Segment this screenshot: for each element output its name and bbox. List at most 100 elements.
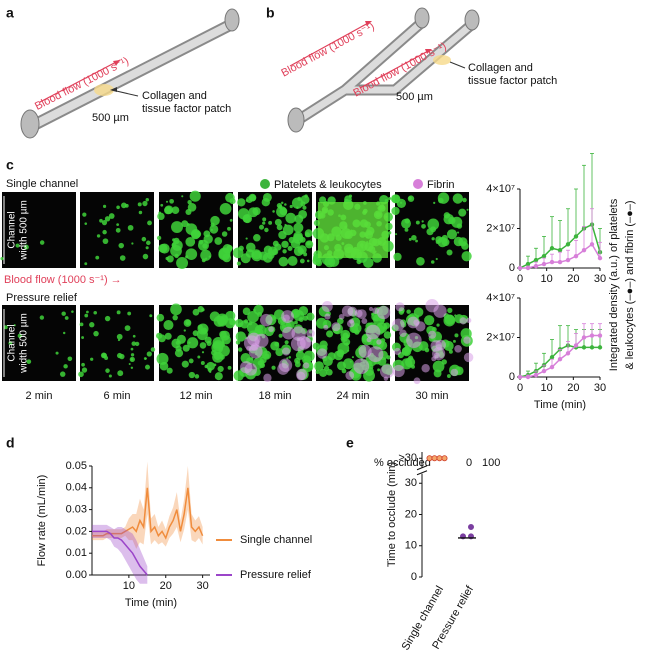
image-texture [188, 371, 196, 379]
image-texture [0, 257, 4, 261]
image-texture [395, 233, 398, 236]
y-tick-label: 0.01 [66, 547, 87, 559]
image-texture [458, 208, 467, 217]
image-texture [187, 202, 197, 212]
image-texture [293, 222, 304, 233]
image-texture [156, 332, 163, 339]
image-texture [281, 240, 289, 249]
image-texture [242, 214, 251, 223]
point [426, 455, 433, 462]
image-texture [217, 365, 224, 373]
x-tick-label: 20 [160, 580, 172, 592]
image-texture [245, 249, 255, 258]
image-texture [285, 212, 297, 224]
image-texture [197, 355, 201, 359]
image-texture [294, 361, 301, 368]
image-texture [388, 197, 392, 201]
marker [517, 265, 523, 271]
image-texture [242, 307, 251, 316]
image-texture [246, 346, 252, 351]
marker [573, 343, 579, 348]
image-texture [194, 374, 200, 379]
marker [557, 259, 563, 265]
image-texture [127, 224, 134, 231]
image-texture [203, 234, 213, 244]
image-texture [353, 358, 370, 375]
image-texture [206, 361, 215, 371]
x-tick-label: 20 [567, 273, 579, 285]
image-texture [201, 258, 206, 263]
marker [533, 263, 539, 269]
image-texture [171, 221, 183, 234]
x-tick-label: 10 [541, 382, 553, 394]
image-texture [200, 249, 212, 261]
y-tick-label: 0 [509, 371, 515, 383]
image-texture [307, 240, 313, 246]
image-texture [201, 308, 205, 312]
y-tick-label: 2×10⁷ [486, 222, 515, 234]
image-texture [324, 313, 331, 320]
image-texture [89, 322, 95, 328]
image-texture [13, 324, 16, 327]
image-texture [130, 366, 134, 369]
legend-label: Single channel [240, 534, 312, 546]
image-texture [294, 320, 298, 325]
image-texture [421, 220, 424, 223]
image-texture [268, 220, 273, 225]
image-texture [121, 202, 127, 209]
image-texture [39, 240, 45, 245]
image-texture [466, 208, 469, 211]
image-texture [278, 230, 287, 240]
image-texture [376, 339, 382, 345]
flow-label: Blood flow (1000 s⁻¹) → [4, 274, 122, 286]
marker [533, 372, 539, 378]
image-texture [197, 323, 209, 335]
image-texture [326, 330, 334, 338]
image-texture [130, 353, 135, 357]
image-texture [302, 205, 307, 210]
image-texture [453, 236, 464, 247]
image-texture [105, 368, 110, 373]
image-texture [169, 198, 174, 204]
image-texture [117, 370, 124, 377]
image-texture [64, 316, 69, 320]
occluded-scale: 0 [466, 457, 472, 469]
image-texture [441, 234, 448, 241]
image-texture [383, 376, 389, 381]
image-texture [176, 334, 186, 344]
image-texture [145, 246, 149, 250]
image-texture [446, 249, 453, 256]
image-texture [268, 326, 275, 332]
image-texture [157, 212, 165, 221]
marker [581, 248, 587, 253]
image-texture [90, 357, 94, 361]
image-texture [443, 314, 456, 327]
image-texture [282, 249, 287, 254]
image-texture [421, 364, 430, 373]
image-texture [382, 319, 385, 322]
x-tick-label: 30 [594, 273, 606, 285]
image-texture [182, 344, 190, 352]
legend-label: Pressure relief [240, 569, 312, 581]
image-texture [15, 243, 20, 248]
image-texture [284, 340, 289, 345]
image-texture [71, 310, 74, 313]
image-texture [304, 232, 311, 238]
y-tick-label: 4×10⁷ [486, 292, 515, 304]
image-texture [340, 336, 345, 341]
x-tick-label: 0 [517, 273, 523, 285]
image-texture [39, 315, 45, 320]
y-tick-label: 0.04 [66, 482, 87, 494]
image-texture [428, 330, 437, 339]
image-texture [185, 236, 196, 247]
image-texture [219, 202, 232, 215]
image-texture [401, 358, 413, 370]
image-texture [104, 315, 111, 322]
image-texture [137, 202, 142, 207]
image-texture [433, 304, 447, 318]
row-label: Single channel [6, 178, 78, 190]
image-texture [124, 325, 131, 331]
image-texture [354, 329, 360, 335]
image-texture [131, 242, 134, 245]
